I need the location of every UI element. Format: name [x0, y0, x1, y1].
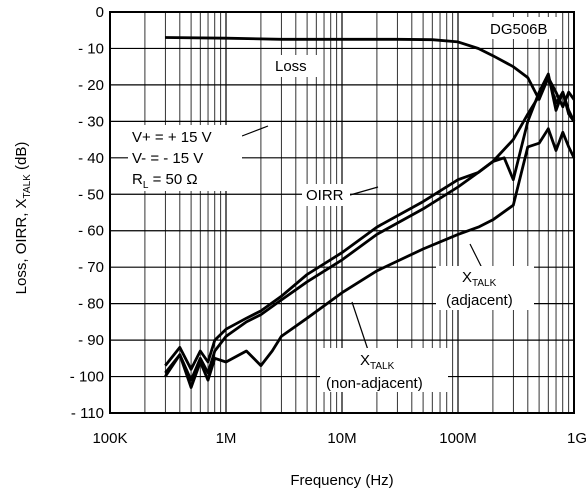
series-line-2 [164, 72, 576, 382]
series-layer [164, 36, 576, 389]
loss-label-box [271, 55, 317, 77]
oirr-label: OIRR [306, 187, 344, 204]
y-tick-label: 0 [96, 4, 104, 21]
x-tick-label: 10M [327, 430, 356, 447]
xtalk-nonadjacent-label-box [320, 348, 448, 392]
y-tick-label: - 100 [70, 369, 104, 386]
y-tick-labels: 0 - 10 - 20 - 30 - 40 - 50 - 60 - 70 - 80 - 90 - 1… [70, 4, 104, 422]
y-tick-label: - 110 [71, 405, 104, 422]
xtalk-adjacent-label-tail: (adjacent) [446, 292, 513, 309]
y-tick-label: - 50 [78, 186, 104, 203]
y-tick-label: - 30 [78, 113, 104, 130]
grid-minor [144, 12, 570, 413]
device-label: DG506B [490, 21, 548, 38]
y-tick-label: - 90 [78, 332, 104, 349]
xtalk-adjacent-label-box [436, 266, 534, 310]
y-tick-label: - 70 [78, 259, 104, 276]
leader-line-conditions [241, 125, 269, 137]
loss-label: Loss [275, 58, 307, 75]
condition-vminus: V- = - 15 V [132, 150, 203, 167]
x-tick-label: 1G [567, 430, 587, 447]
oirr-label-box [302, 184, 350, 206]
x-tick-label: 1M [216, 430, 237, 447]
y-tick-label: - 20 [78, 77, 104, 94]
y-tick-label: - 40 [78, 150, 104, 167]
plot-frame [109, 11, 575, 414]
y-tick-label: - 80 [78, 296, 104, 313]
series-line-3 [164, 127, 576, 389]
y-tick-label: - 60 [78, 223, 104, 240]
xtalk-nonadjacent-label-tail: (non-adjacent) [326, 375, 423, 392]
condition-rl: RL = 50 Ω [132, 171, 198, 191]
x-tick-label: 100M [439, 430, 477, 447]
conditions-box [128, 125, 242, 191]
x-tick-labels: 100K 1M 10M 100M 1G [92, 430, 587, 447]
leader-line-xtalk-nonadjacent [351, 301, 369, 351]
y-axis-label: Loss, OIRR, XTALK (dB) [13, 142, 33, 295]
leader-line-xtalk-adjacent [469, 243, 483, 269]
x-axis-label: Frequency (Hz) [290, 472, 393, 489]
xtalk-nonadjacent-label-main: XTALK [360, 352, 395, 372]
y-tick-label: - 10 [78, 40, 104, 57]
device-label-box [484, 17, 562, 39]
leader-lines [241, 125, 483, 351]
xtalk-adjacent-label-main: XTALK [462, 269, 497, 289]
x-tick-label: 100K [92, 430, 127, 447]
condition-vplus: V+ = + 15 V [132, 129, 212, 146]
annotations: DG506B Loss V+ = + 15 V V- = - 15 V RL =… [128, 17, 562, 392]
leader-line-oirr [349, 186, 379, 196]
